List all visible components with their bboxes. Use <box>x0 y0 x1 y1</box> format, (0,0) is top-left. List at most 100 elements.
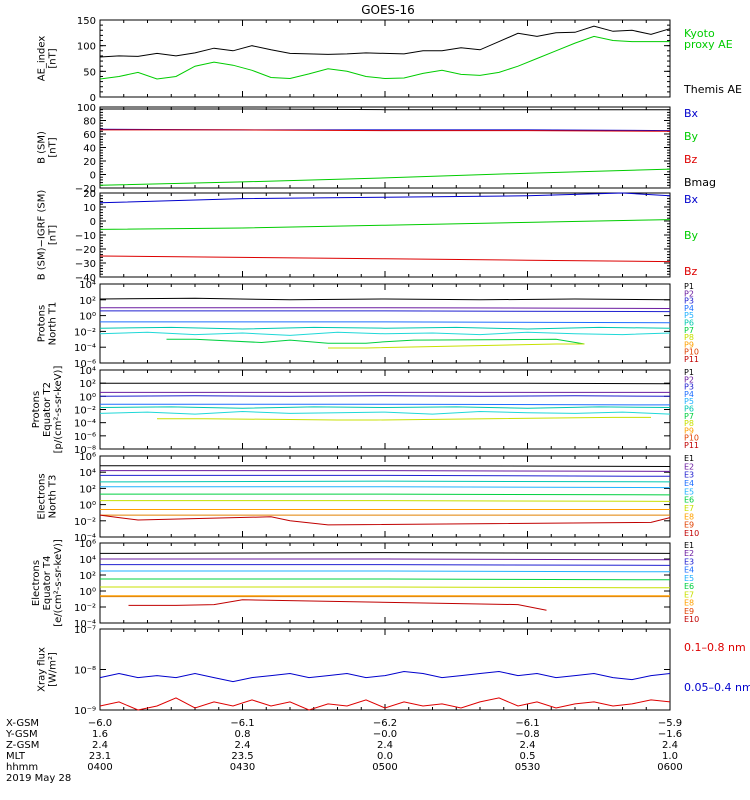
series-line-e5 <box>100 578 671 581</box>
series-line-bx <box>99 192 671 204</box>
y-tick-label: 10² <box>79 484 96 495</box>
y-axis-label: Equator T4 <box>42 556 53 611</box>
ephemeris-value: −0.8 <box>515 729 539 740</box>
panel-frame <box>99 542 671 624</box>
legend-entry: P8 <box>684 419 694 428</box>
y-tick-label: 10⁻⁴ <box>74 533 96 544</box>
series-line-p3 <box>99 395 671 397</box>
y-tick-label: 10⁰ <box>79 501 96 512</box>
y-axis-label: [p/(cm²-s-sr-keV)] <box>53 366 64 454</box>
ephemeris-value: −6.1 <box>230 718 254 729</box>
y-tick-label: 10² <box>79 379 96 390</box>
ephemeris-value: −6.1 <box>515 718 539 729</box>
ephemeris-value: 2.4 <box>92 740 108 751</box>
y-tick-label: 20 <box>83 157 96 168</box>
legend-entry: Bx <box>684 107 699 120</box>
ephemeris-row-label: X-GSM <box>6 718 39 729</box>
series-line-e4 <box>99 480 671 483</box>
series-line-kyoto-proxy-ae <box>99 35 670 80</box>
y-tick-label: 10⁴ <box>79 366 96 377</box>
ephemeris-value: 2.4 <box>662 740 678 751</box>
panel-8: 10⁻⁹ 10⁻⁸ 10⁻⁷ Xray flux [W/m²] 0.1–0.8 nm 0.0… <box>37 625 750 717</box>
legend-entry: P1 <box>684 368 694 377</box>
legend-entry: E6 <box>684 582 694 591</box>
series-line-p1 <box>100 382 671 385</box>
series-line-e3 <box>100 564 671 566</box>
legend-entry: Bmag <box>684 176 716 189</box>
legend-entry: E5 <box>684 574 694 583</box>
ephemeris-value: 2.4 <box>520 740 536 751</box>
series-line-e3 <box>100 474 671 477</box>
series-line-e9 <box>128 599 547 611</box>
legend-entry: E7 <box>684 590 694 599</box>
y-tick-label: −40 <box>75 273 96 284</box>
y-tick-label: 0 <box>90 171 96 182</box>
ephemeris-value: 2.4 <box>235 740 251 751</box>
legend-entry: E3 <box>684 471 694 480</box>
plot-title: GOES-16 <box>361 3 415 17</box>
series-line-p1 <box>99 297 671 301</box>
series-line-bz <box>100 129 671 132</box>
ephemeris-value: 2.4 <box>377 740 393 751</box>
legend-entry: By <box>684 130 699 143</box>
y-tick-label: 0 <box>90 93 96 104</box>
legend-entry: P10 <box>684 348 699 357</box>
y-axis-label: North T1 <box>48 302 59 346</box>
y-tick-label: −30 <box>75 259 96 270</box>
y-tick-label: 10⁻⁴ <box>74 419 96 430</box>
panel-frame <box>99 628 671 711</box>
y-tick-label: 40 <box>83 144 96 155</box>
series-line-p4 <box>100 321 671 324</box>
y-tick-label: 10 <box>83 203 96 214</box>
ephemeris-value: 0.8 <box>235 729 251 740</box>
ephemeris-value: 1.6 <box>92 729 108 740</box>
ephemeris-value: −1.6 <box>658 729 682 740</box>
y-tick-label: 60 <box>83 130 96 141</box>
y-axis-label: North T3 <box>48 475 59 519</box>
y-tick-label: 10⁻² <box>74 406 96 417</box>
series-line-p8 <box>328 343 585 349</box>
y-tick-label: 10⁰ <box>79 392 96 403</box>
panel-5: 10⁻⁸ 10⁻⁶ 10⁻⁴ 10⁻² 10⁰ 10² 10⁴ Protons Equator … <box>31 366 699 456</box>
legend-entry: Bz <box>684 265 698 278</box>
panel-frame <box>99 283 671 364</box>
legend-entry: E5 <box>684 487 694 496</box>
legend-entry: P4 <box>684 304 694 313</box>
ephemeris-value: 0600 <box>657 762 682 773</box>
ephemeris-value: 0400 <box>87 762 112 773</box>
y-tick-label: 100 <box>77 42 96 53</box>
y-tick-label: 10⁻² <box>74 327 96 338</box>
series-line-themis-ae <box>99 25 671 58</box>
legend-entry: P3 <box>684 383 694 392</box>
y-axis-label: Xray flux <box>37 647 48 692</box>
y-tick-label: 150 <box>77 16 96 27</box>
legend-entry: P10 <box>684 434 699 443</box>
legend-entry: Bx <box>684 193 699 206</box>
y-tick-label: 50 <box>83 67 96 78</box>
legend-entry: E9 <box>684 607 694 616</box>
series-line-e2 <box>100 558 671 561</box>
y-tick-label: 10⁴ <box>79 280 96 291</box>
y-axis-label: [nT] <box>48 225 59 245</box>
legend-entry: P11 <box>684 441 699 450</box>
series-line-e2 <box>100 470 671 472</box>
ephemeris-value: 1.0 <box>662 751 678 762</box>
series-line-p4 <box>100 403 671 406</box>
series-line-p6 <box>99 331 671 336</box>
y-tick-label: 10⁻⁷ <box>74 625 96 636</box>
ephemeris-value: 0.5 <box>520 751 536 762</box>
y-axis-label: Protons <box>37 305 48 342</box>
y-tick-label: −10 <box>75 231 96 242</box>
y-axis-label: B (SM) <box>37 131 48 164</box>
legend-entry: P6 <box>684 405 694 414</box>
legend-entry: proxy AE <box>684 38 733 51</box>
legend-entry: P8 <box>684 333 694 342</box>
panel-7: 10⁻⁴ 10⁻² 10⁰ 10² 10⁴ 10⁶ Electrons Equator T4[… <box>31 539 699 630</box>
series-line-bmag <box>100 108 670 111</box>
legend-entry: E9 <box>684 521 694 530</box>
series-line-p5 <box>99 406 671 409</box>
ephemeris-value: −6.2 <box>373 718 397 729</box>
panel-2: −20 0 20 40 60 80 100 B (SM) [nT] Bx By Bz Bmag <box>37 103 717 195</box>
